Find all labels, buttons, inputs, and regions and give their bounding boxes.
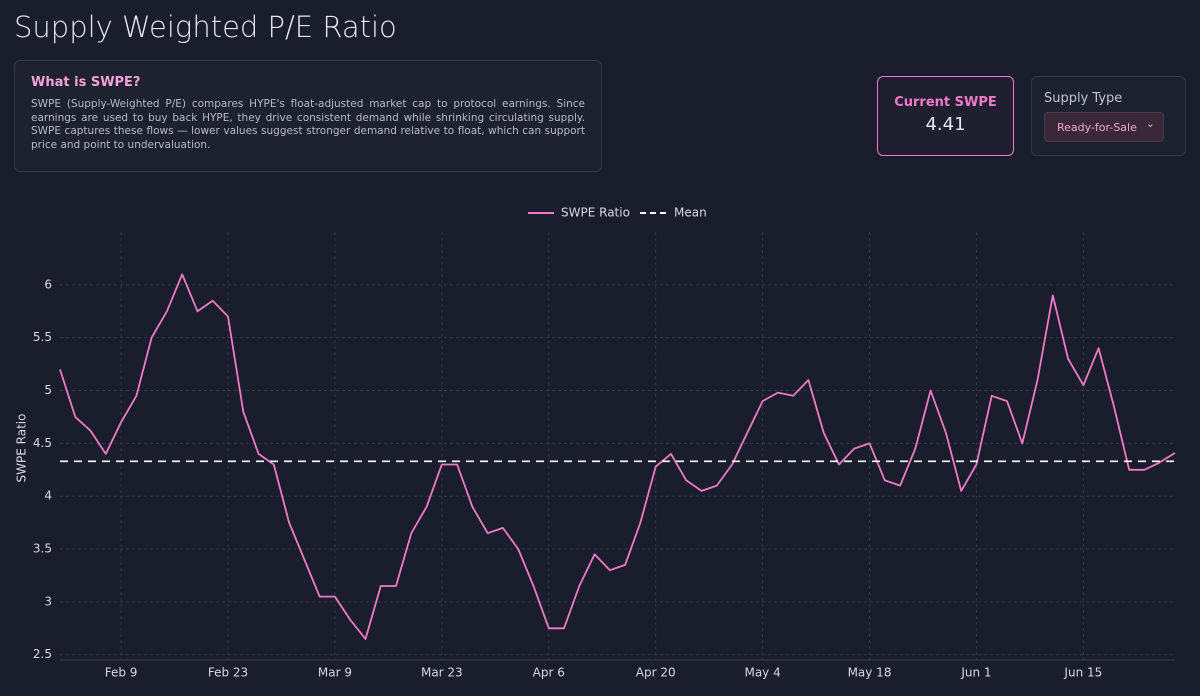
x-tick-label: Mar 23 bbox=[421, 666, 463, 680]
x-tick-label: Feb 23 bbox=[208, 666, 248, 680]
metric-label: Current SWPE bbox=[894, 95, 997, 110]
y-tick-label: 3.5 bbox=[33, 542, 52, 556]
line-series bbox=[59, 273, 1176, 640]
metric-card: Current SWPE 4.41 bbox=[877, 76, 1014, 156]
y-tick-label: 3 bbox=[44, 594, 52, 608]
x-tick-label: May 4 bbox=[744, 666, 780, 680]
info-box: What is SWPE? SWPE (Supply-Weighted P/E)… bbox=[14, 60, 602, 172]
y-tick-label: 4 bbox=[44, 489, 52, 503]
y-tick-label: 4.5 bbox=[33, 436, 52, 450]
legend-label: Mean bbox=[674, 206, 707, 220]
info-text: SWPE (Supply-Weighted P/E) compares HYPE… bbox=[31, 98, 585, 151]
info-heading: What is SWPE? bbox=[31, 75, 141, 90]
select-label: Supply Type bbox=[1044, 91, 1123, 106]
x-tick-label: Feb 9 bbox=[105, 666, 138, 680]
legend-label: SWPE Ratio bbox=[561, 206, 630, 220]
y-tick-label: 5.5 bbox=[33, 330, 52, 344]
y-tick-label: 6 bbox=[44, 277, 52, 291]
x-tick-label: Apr 20 bbox=[636, 666, 676, 680]
x-tick-label: May 18 bbox=[848, 666, 892, 680]
y-tick-label: 5 bbox=[44, 383, 52, 397]
select-box[interactable]: Ready-for-Sale bbox=[1044, 109, 1164, 142]
x-tick-label: Mar 9 bbox=[318, 666, 352, 680]
page-title: Supply Weighted P/E Ratio bbox=[14, 10, 397, 44]
y-tick-label: 2.5 bbox=[33, 647, 52, 661]
x-tick-label: Jun 1 bbox=[960, 666, 991, 680]
supply-type: Supply Type Ready-for-Sale bbox=[1031, 76, 1186, 156]
x-tick-label: Apr 6 bbox=[533, 666, 565, 680]
x-tick-label: Jun 15 bbox=[1063, 666, 1102, 680]
y-axis-label: SWPE Ratio bbox=[15, 414, 29, 483]
metric-value: 4.41 bbox=[925, 114, 966, 135]
